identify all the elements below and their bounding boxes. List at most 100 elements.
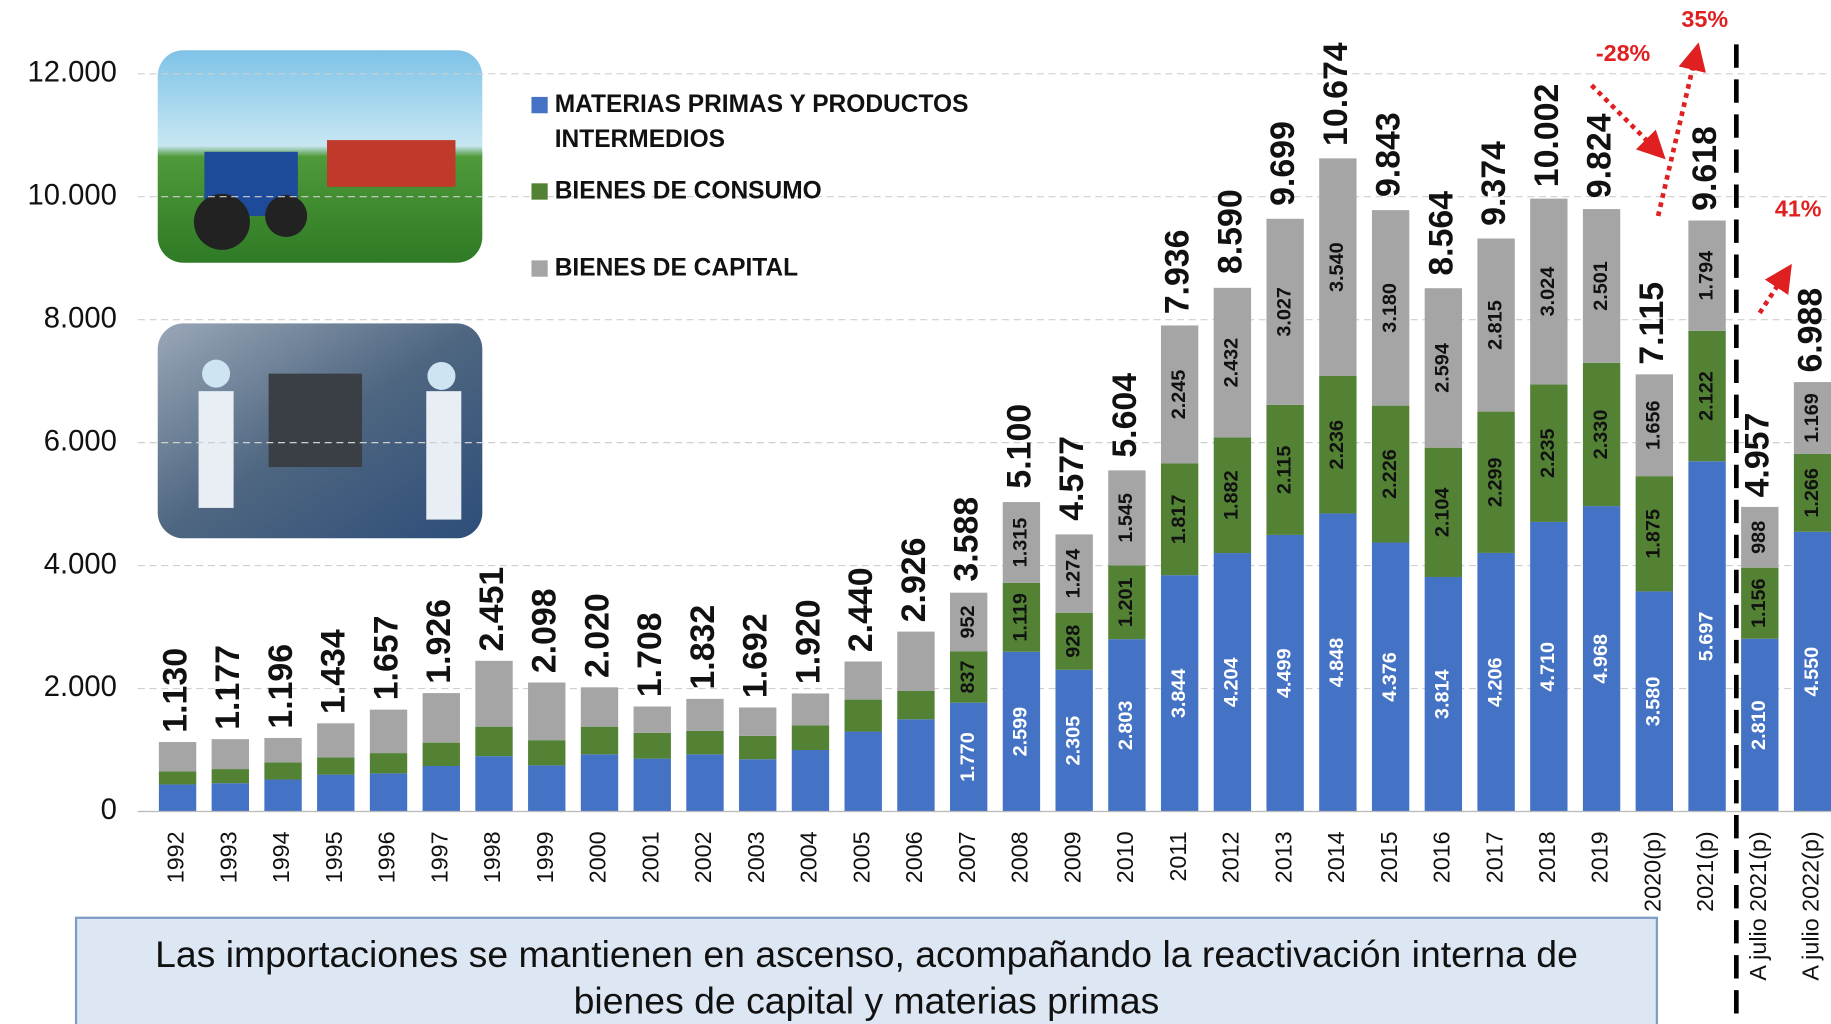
legend-label: MATERIAS PRIMAS Y PRODUCTOS INTERMEDIOS: [554, 91, 969, 153]
total-label: 9.843: [1370, 112, 1408, 197]
bar-segment: [1582, 209, 1621, 363]
total-label: 1.832: [684, 605, 722, 690]
x-tick-label: A julio 2022(p): [1798, 831, 1824, 980]
bar-segment: [1530, 521, 1568, 812]
segment-label: 2.803: [1115, 701, 1137, 751]
segment-label: 988: [1748, 521, 1770, 554]
bar-segment: [1371, 405, 1410, 543]
y-tick-label: 2.000: [44, 671, 117, 703]
segment-label: 2.330: [1590, 410, 1612, 460]
bar-segment: [844, 731, 882, 812]
x-tick-label: 2014: [1323, 831, 1349, 883]
bar-segment: [686, 754, 724, 812]
segment-label: 1.156: [1748, 578, 1770, 628]
bar-segment: [317, 757, 355, 775]
x-tick-label: A julio 2021(p): [1745, 831, 1771, 980]
bar-segment: [1266, 534, 1304, 812]
bar-segment: [739, 735, 777, 760]
bar-segment: [528, 740, 566, 766]
x-tick-label: 2008: [1007, 831, 1033, 883]
segment-label: 2.501: [1590, 261, 1612, 311]
y-tick-label: 4.000: [44, 548, 117, 580]
bar-segment: [1002, 582, 1041, 652]
bar-segment: [844, 661, 882, 700]
bar-segment: [739, 759, 777, 812]
bar-segment: [1108, 470, 1146, 566]
bar-segment: [1741, 638, 1779, 812]
total-label: 3.588: [948, 497, 986, 582]
segment-label: 4.499: [1273, 648, 1295, 698]
total-label: 5.100: [1000, 404, 1038, 489]
bar-segment: [1319, 375, 1357, 514]
x-tick-label: 2001: [637, 831, 663, 883]
segment-label: 2.122: [1695, 371, 1717, 421]
x-tick-label: 2015: [1376, 831, 1402, 883]
bar-segment: [633, 758, 671, 812]
legend-swatch: [531, 260, 548, 277]
bar-segment: [475, 756, 513, 812]
x-tick-label: 2009: [1059, 831, 1085, 883]
x-tick-label: 1993: [215, 831, 241, 883]
x-tick-label: 2016: [1429, 831, 1455, 883]
total-label: 9.618: [1686, 126, 1724, 211]
bar-segment: [1371, 210, 1410, 406]
bar-segment: [897, 719, 935, 812]
segment-label: 2.236: [1326, 420, 1348, 470]
total-label: 8.590: [1211, 189, 1249, 274]
segment-label: 4.376: [1379, 652, 1401, 702]
segment-label: 2.104: [1432, 488, 1454, 538]
bar-segment: [158, 742, 197, 772]
total-label: 9.699: [1264, 121, 1302, 206]
bar-segment: [1530, 198, 1568, 385]
x-tick-label: 2006: [901, 831, 927, 883]
segment-label: 4.204: [1221, 657, 1243, 707]
bar-segment: [950, 651, 988, 703]
bar-segment: [422, 693, 460, 743]
segment-label: 1.266: [1801, 468, 1823, 518]
legend-item: MATERIAS PRIMAS Y PRODUCTOS INTERMEDIOS: [531, 88, 1045, 158]
total-label: 2.440: [842, 567, 880, 652]
segment-label: 3.580: [1643, 677, 1665, 727]
bar-segment: [1477, 238, 1515, 412]
bar-segment: [1055, 669, 1093, 812]
bar-segment: [1160, 575, 1199, 812]
annotation-arrow: [1589, 83, 1666, 160]
annotation-arrow: [1757, 263, 1792, 315]
bar-segment: [1424, 577, 1463, 812]
x-tick-label: 2017: [1481, 831, 1507, 883]
bar-segment: [1108, 639, 1146, 812]
total-label: 9.374: [1475, 141, 1513, 226]
annotation: -28%: [1596, 40, 1651, 66]
total-label: 5.604: [1106, 373, 1144, 458]
total-label: 2.451: [473, 567, 511, 652]
bar-segment: [1688, 330, 1726, 462]
bar-segment: [1793, 531, 1831, 812]
x-tick-label: 1995: [321, 831, 347, 883]
segment-label: 4.968: [1590, 634, 1612, 684]
bar-segment: [844, 699, 882, 732]
segment-label: 3.540: [1326, 242, 1348, 292]
bar-segment: [211, 783, 249, 812]
total-label: 1.196: [262, 644, 300, 729]
bar-segment: [369, 753, 408, 774]
bar-segment: [580, 754, 619, 812]
bar-segment: [1635, 476, 1674, 592]
segment-label: 3.844: [1168, 669, 1190, 719]
segment-label: 928: [1062, 625, 1084, 658]
bar-segment: [580, 726, 619, 755]
bar-segment: [897, 631, 935, 691]
legend-item: BIENES DE CONSUMO: [531, 174, 1045, 209]
x-tick-label: 2005: [848, 831, 874, 883]
x-tick-label: 2018: [1534, 831, 1560, 883]
legend-label: BIENES DE CONSUMO: [554, 177, 822, 205]
segment-label: 3.027: [1273, 287, 1295, 337]
x-tick-label: 1998: [479, 831, 505, 883]
segment-label: 1.201: [1115, 577, 1137, 627]
bar-segment: [528, 682, 566, 741]
y-tick-label: 8.000: [44, 302, 117, 334]
bar-segment: [158, 784, 197, 812]
bar-segment: [1002, 651, 1041, 812]
segment-label: 952: [957, 605, 979, 638]
bar-segment: [1055, 534, 1093, 613]
